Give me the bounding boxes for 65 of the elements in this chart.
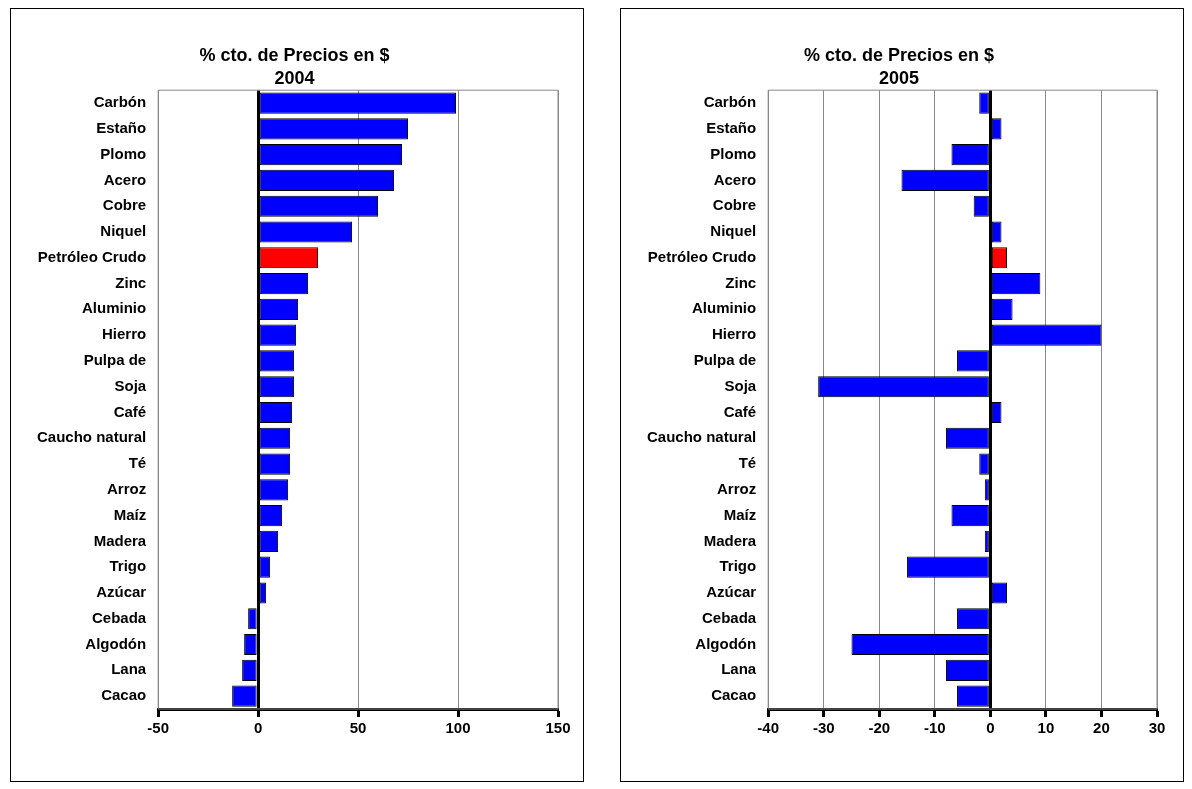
y-tick-label: Estaño: [96, 119, 147, 137]
y-tick-label: Soja: [114, 376, 147, 394]
y-tick-label: Acero: [714, 170, 757, 188]
x-tick-label: -30: [813, 719, 836, 737]
y-tick-label: Maíz: [113, 505, 147, 523]
y-tick-label: Petróleo Crudo: [648, 247, 757, 265]
x-tick-label: 50: [349, 719, 367, 737]
chart-subtitle: 2004: [274, 68, 315, 89]
y-tick-label: Algodón: [85, 634, 147, 652]
x-tick-label: 150: [545, 719, 571, 737]
y-tick-label: Carbón: [704, 93, 757, 111]
y-tick-label: Azúcar: [96, 583, 147, 601]
y-tick-label: Algodón: [695, 634, 757, 652]
y-tick-label: Plomo: [100, 144, 147, 162]
y-tick-label: Maíz: [724, 505, 757, 523]
y-tick-label: Lana: [721, 660, 758, 678]
y-tick-label: Caucho natural: [647, 428, 757, 446]
y-tick-label: Té: [128, 454, 147, 472]
x-tick-label: 0: [253, 719, 263, 737]
x-tick-label: 20: [1093, 719, 1111, 737]
y-tick-label: Madera: [93, 531, 147, 549]
x-tick-label: -20: [868, 719, 891, 737]
y-tick-label: Cebada: [91, 608, 147, 626]
chart-title: % cto. de Precios en $: [199, 44, 390, 65]
y-tick-label: Pulpa de: [83, 351, 147, 369]
y-tick-label: Café: [113, 402, 147, 420]
y-tick-label: Arroz: [107, 479, 147, 497]
y-tick-label: Plomo: [710, 144, 757, 162]
y-tick-label: Aluminio: [82, 299, 147, 317]
y-tick-label: Cobre: [102, 196, 147, 214]
y-tick-label: Acero: [103, 170, 147, 188]
x-tick-label: -10: [924, 719, 947, 737]
x-tick-label: -40: [757, 719, 780, 737]
x-tick-label: -50: [147, 719, 170, 737]
y-tick-label: Hierro: [712, 325, 757, 343]
y-tick-label: Niquel: [100, 222, 147, 240]
y-tick-label: Pulpa de: [694, 351, 757, 369]
y-tick-label: Cacao: [101, 686, 147, 704]
y-tick-label: Zinc: [725, 273, 757, 291]
y-tick-label: Té: [739, 454, 757, 472]
y-tick-label: Estaño: [706, 119, 757, 137]
y-tick-label: Caucho natural: [36, 428, 147, 446]
y-tick-label: Niquel: [710, 222, 757, 240]
y-tick-label: Soja: [724, 376, 758, 394]
y-tick-label: Arroz: [717, 479, 757, 497]
y-tick-label: Petróleo Crudo: [37, 247, 147, 265]
y-tick-label: Azúcar: [706, 583, 757, 601]
y-tick-label: Zinc: [115, 273, 147, 291]
x-tick-label: 100: [445, 719, 471, 737]
y-tick-label: Cacao: [711, 686, 757, 704]
y-tick-label: Cobre: [713, 196, 757, 214]
y-tick-label: Madera: [704, 531, 758, 549]
x-tick-label: 0: [986, 719, 995, 737]
chart-subtitle: 2005: [879, 68, 920, 89]
y-tick-label: Hierro: [101, 325, 147, 343]
x-tick-label: 30: [1149, 719, 1166, 737]
y-tick-label: Carbón: [93, 93, 147, 111]
y-tick-label: Trigo: [109, 557, 147, 575]
y-tick-label: Cebada: [702, 608, 758, 626]
chart-title: % cto. de Precios en $: [804, 44, 995, 65]
y-tick-label: Café: [724, 402, 757, 420]
x-tick-label: 10: [1038, 719, 1055, 737]
y-tick-label: Aluminio: [692, 299, 757, 317]
y-tick-label: Trigo: [719, 557, 757, 575]
y-tick-label: Lana: [111, 660, 147, 678]
